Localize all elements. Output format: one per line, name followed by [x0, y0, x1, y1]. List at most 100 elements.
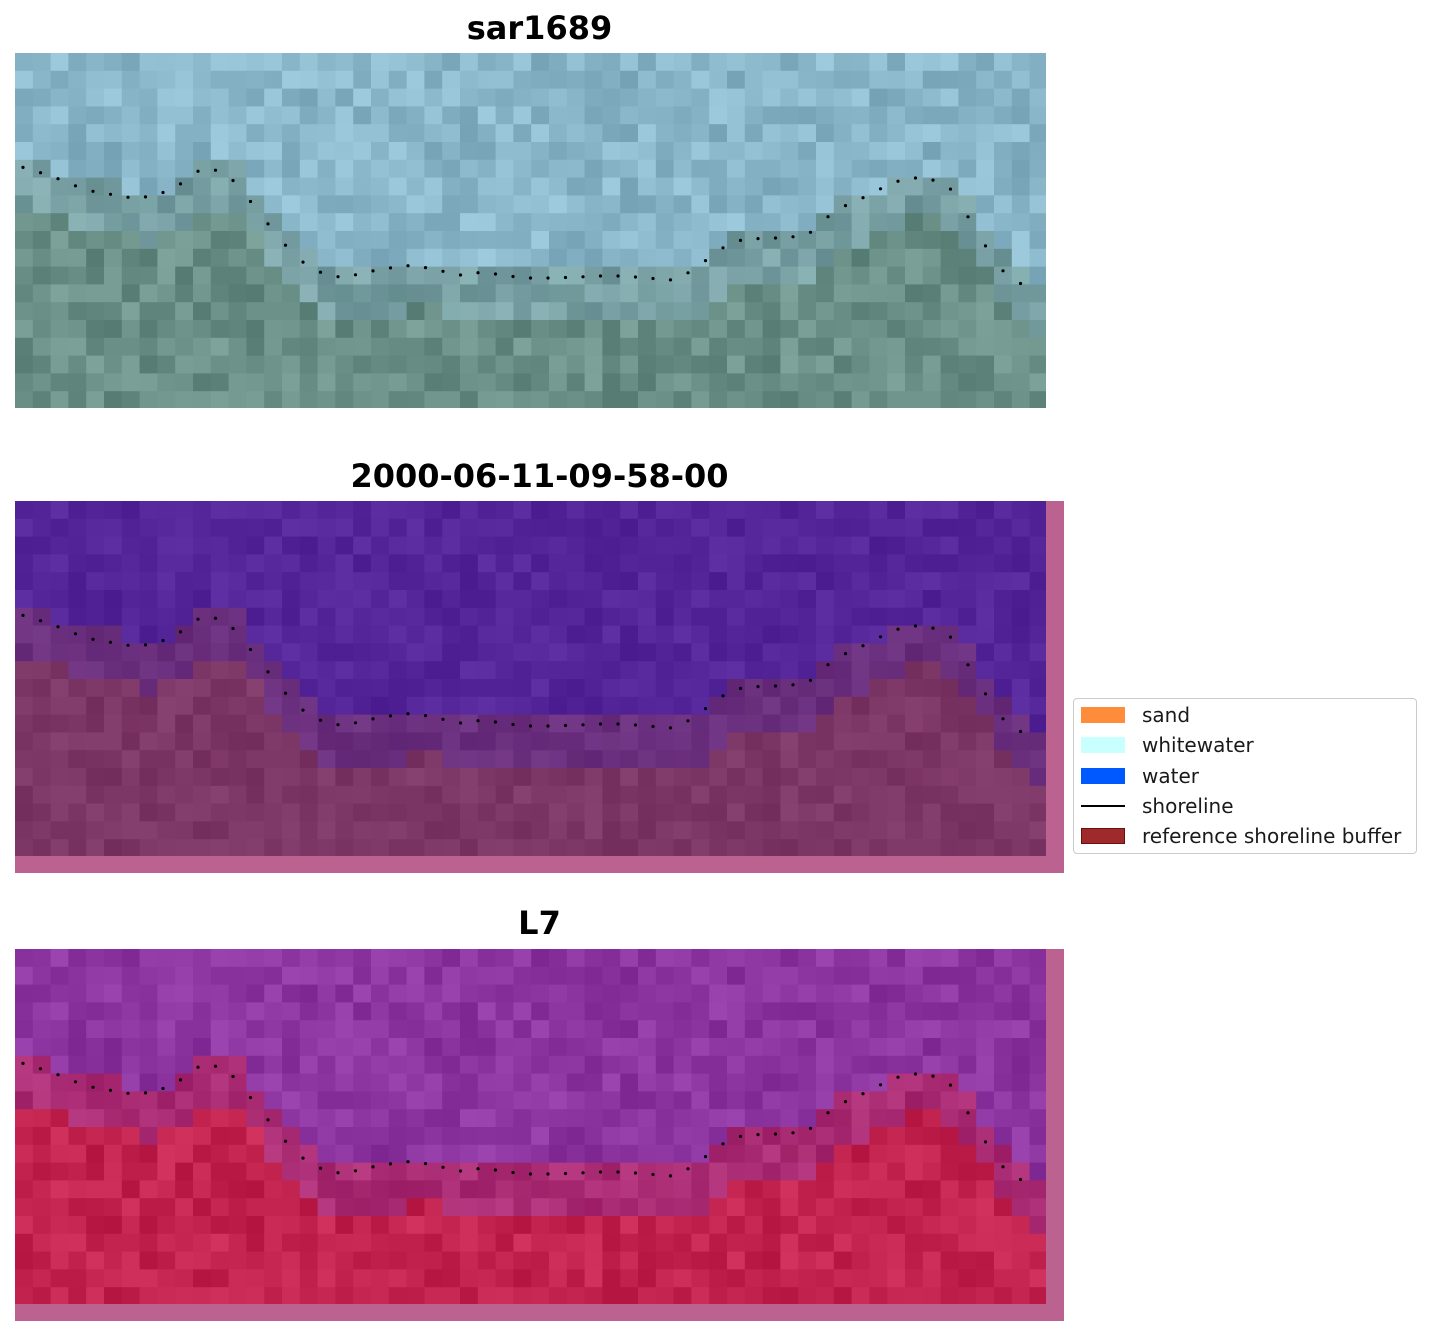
rgb-pixel [602, 355, 621, 374]
index-pixel [406, 1144, 425, 1164]
rgb-pixel [1029, 320, 1046, 339]
classified-pixel [655, 768, 675, 787]
index-pixel [513, 1091, 532, 1110]
index-pixel [833, 984, 853, 1003]
index-pixel [976, 1269, 995, 1288]
rgb-pixel [1029, 355, 1046, 374]
rgb-pixel [762, 88, 781, 107]
index-pixel [833, 1002, 853, 1021]
rgb-pixel [15, 266, 34, 285]
rgb-pixel [816, 302, 835, 321]
classified-pixel [638, 714, 657, 733]
index-pixel [691, 1180, 710, 1199]
classified-pixel [86, 696, 105, 716]
rgb-pixel [264, 195, 283, 214]
rgb-pixel [531, 159, 550, 179]
index-pixel [566, 1251, 586, 1270]
rgb-pixel [264, 124, 283, 143]
classified-pixel [691, 661, 710, 680]
rgb-pixel [940, 177, 959, 196]
index-pixel [833, 1073, 853, 1092]
rgb-pixel [709, 213, 728, 232]
classified-pixel [869, 821, 888, 840]
rgb-pixel [638, 124, 657, 143]
index-pixel [584, 1020, 603, 1039]
rgb-pixel [406, 88, 425, 107]
classified-pixel [727, 750, 746, 769]
rgb-pixel [709, 284, 728, 303]
rgb-pixel [833, 284, 853, 303]
rgb-pixel [50, 124, 69, 143]
index-pixel [584, 1216, 603, 1235]
index-pixel [887, 949, 906, 968]
index-pixel [638, 1038, 657, 1057]
rgb-pixel [121, 53, 141, 72]
rgb-pixel [1029, 284, 1046, 303]
classified-pixel [673, 803, 692, 822]
rgb-pixel [157, 124, 176, 143]
index-pixel [655, 1233, 675, 1253]
classified-pixel [922, 750, 942, 769]
index-pixel [513, 984, 532, 1003]
index-pixel [86, 1233, 105, 1253]
classified-pixel [655, 750, 675, 769]
index-pixel [121, 1198, 141, 1217]
classified-pixel [566, 536, 586, 555]
classified-pixel [32, 518, 52, 538]
index-pixel [317, 1038, 336, 1057]
classified-pixel [1029, 839, 1048, 858]
index-pixel [104, 1269, 123, 1288]
panel-title-rgb: sar1689 [466, 9, 613, 47]
classified-pixel [388, 803, 408, 822]
shoreline-point [266, 670, 270, 674]
rgb-pixel [32, 53, 52, 72]
rgb-pixel [958, 391, 977, 408]
rgb-pixel [86, 142, 105, 161]
index-pixel [495, 1287, 514, 1306]
index-pixel [317, 1162, 336, 1181]
rgb-pixel [121, 231, 141, 250]
classified-pixel [851, 732, 870, 751]
rgb-pixel [531, 124, 550, 143]
classified-pixel [994, 821, 1013, 840]
classified-pixel [50, 803, 69, 822]
classified-pixel [442, 501, 461, 520]
classified-pixel [976, 554, 995, 573]
classified-pixel [922, 661, 942, 680]
index-pixel [228, 1251, 247, 1270]
index-pixel [282, 1020, 301, 1039]
rgb-pixel [620, 373, 639, 392]
classified-pixel [139, 679, 158, 698]
index-pixel [816, 1002, 835, 1021]
classified-pixel [744, 518, 764, 538]
rgb-pixel [762, 142, 781, 161]
classified-pixel [477, 554, 497, 573]
index-pixel [282, 1233, 301, 1253]
classified-pixel [940, 661, 959, 680]
index-pixel [157, 1287, 176, 1306]
classified-pixel [104, 661, 123, 680]
shoreline-point [651, 276, 655, 281]
rgb-pixel [584, 284, 603, 303]
classified-pixel [353, 607, 372, 627]
shoreline-point [143, 195, 148, 199]
index-pixel [264, 1269, 283, 1288]
shoreline-point [56, 625, 60, 629]
classified-pixel [406, 732, 425, 751]
index-pixel [727, 1269, 746, 1288]
classified-pixel [922, 643, 942, 662]
classified-pixel [620, 821, 639, 840]
index-pixel [958, 1144, 977, 1164]
rgb-pixel [477, 302, 497, 321]
classified-pixel [602, 696, 621, 716]
classified-pixel [1029, 803, 1048, 822]
rgb-pixel [442, 355, 461, 374]
rgb-pixel [620, 248, 639, 268]
classified-pixel [264, 839, 283, 858]
index-pixel [32, 1180, 52, 1199]
classified-pixel [15, 625, 34, 644]
rgb-pixel [584, 159, 603, 179]
shoreline-point [511, 1170, 515, 1175]
shoreline-point [91, 189, 95, 193]
index-pixel [210, 1020, 230, 1039]
